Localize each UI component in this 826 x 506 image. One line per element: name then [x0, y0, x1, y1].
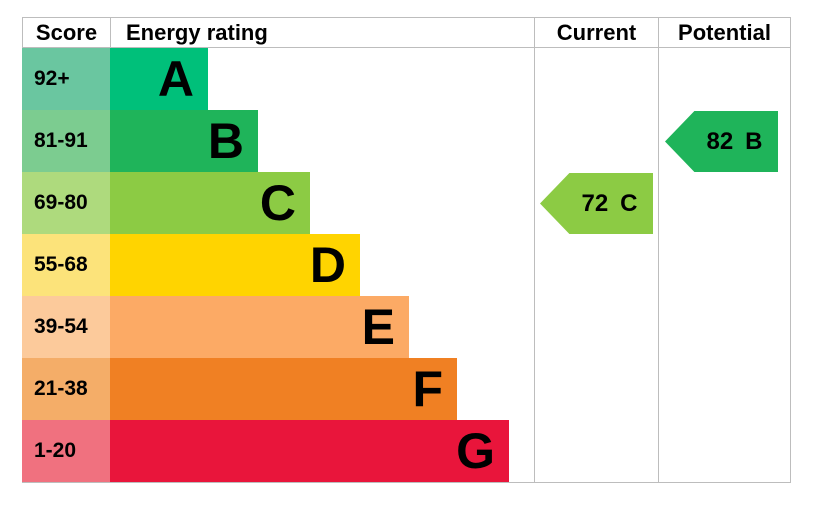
- score-range-c: 69-80: [22, 172, 110, 234]
- potential-rating-letter: B: [745, 127, 763, 155]
- band-letter-a: A: [157, 51, 194, 107]
- band-letter-d: D: [309, 237, 346, 293]
- bottom-border: [22, 482, 791, 483]
- score-range-e: 39-54: [22, 296, 110, 358]
- band-bar-f: F: [110, 358, 457, 420]
- band-bar-c: C: [110, 172, 310, 234]
- header-potential-label: Potential: [678, 19, 771, 45]
- band-letter-f: F: [412, 361, 443, 417]
- current-score-value: 72: [581, 189, 609, 217]
- band-letter-c: C: [259, 175, 296, 231]
- score-range-f: 21-38: [22, 358, 110, 420]
- potential-rating-arrow: 82 B: [665, 111, 778, 172]
- band-letter-e: E: [361, 299, 395, 355]
- header-score-label: Score: [35, 19, 98, 45]
- potential-score-value: 82: [706, 127, 734, 155]
- band-bar-b: B: [110, 110, 258, 172]
- header-current: Current: [534, 17, 659, 48]
- band-bar-e: E: [110, 296, 409, 358]
- band-bar-a: A: [110, 48, 208, 110]
- score-range-d: 55-68: [22, 234, 110, 296]
- band-bar-d: D: [110, 234, 360, 296]
- band-bar-g: G: [110, 420, 509, 482]
- header-current-label: Current: [556, 19, 637, 45]
- band-letter-g: G: [456, 423, 495, 479]
- divider-right-edge: [790, 47, 791, 483]
- band-letter-b: B: [207, 113, 244, 169]
- current-rating-letter: C: [620, 189, 638, 217]
- current-rating-arrow: 72 C: [540, 173, 653, 234]
- header-score: Score: [22, 17, 111, 48]
- score-range-a: 92+: [22, 48, 110, 110]
- header-energy-rating-label: Energy rating: [126, 19, 268, 45]
- score-range-b: 81-91: [22, 110, 110, 172]
- score-range-g: 1-20: [22, 420, 110, 482]
- header-energy-rating: Energy rating: [110, 17, 535, 48]
- header-potential: Potential: [658, 17, 791, 48]
- divider-potential-left: [658, 47, 659, 483]
- divider-current-left: [534, 47, 535, 483]
